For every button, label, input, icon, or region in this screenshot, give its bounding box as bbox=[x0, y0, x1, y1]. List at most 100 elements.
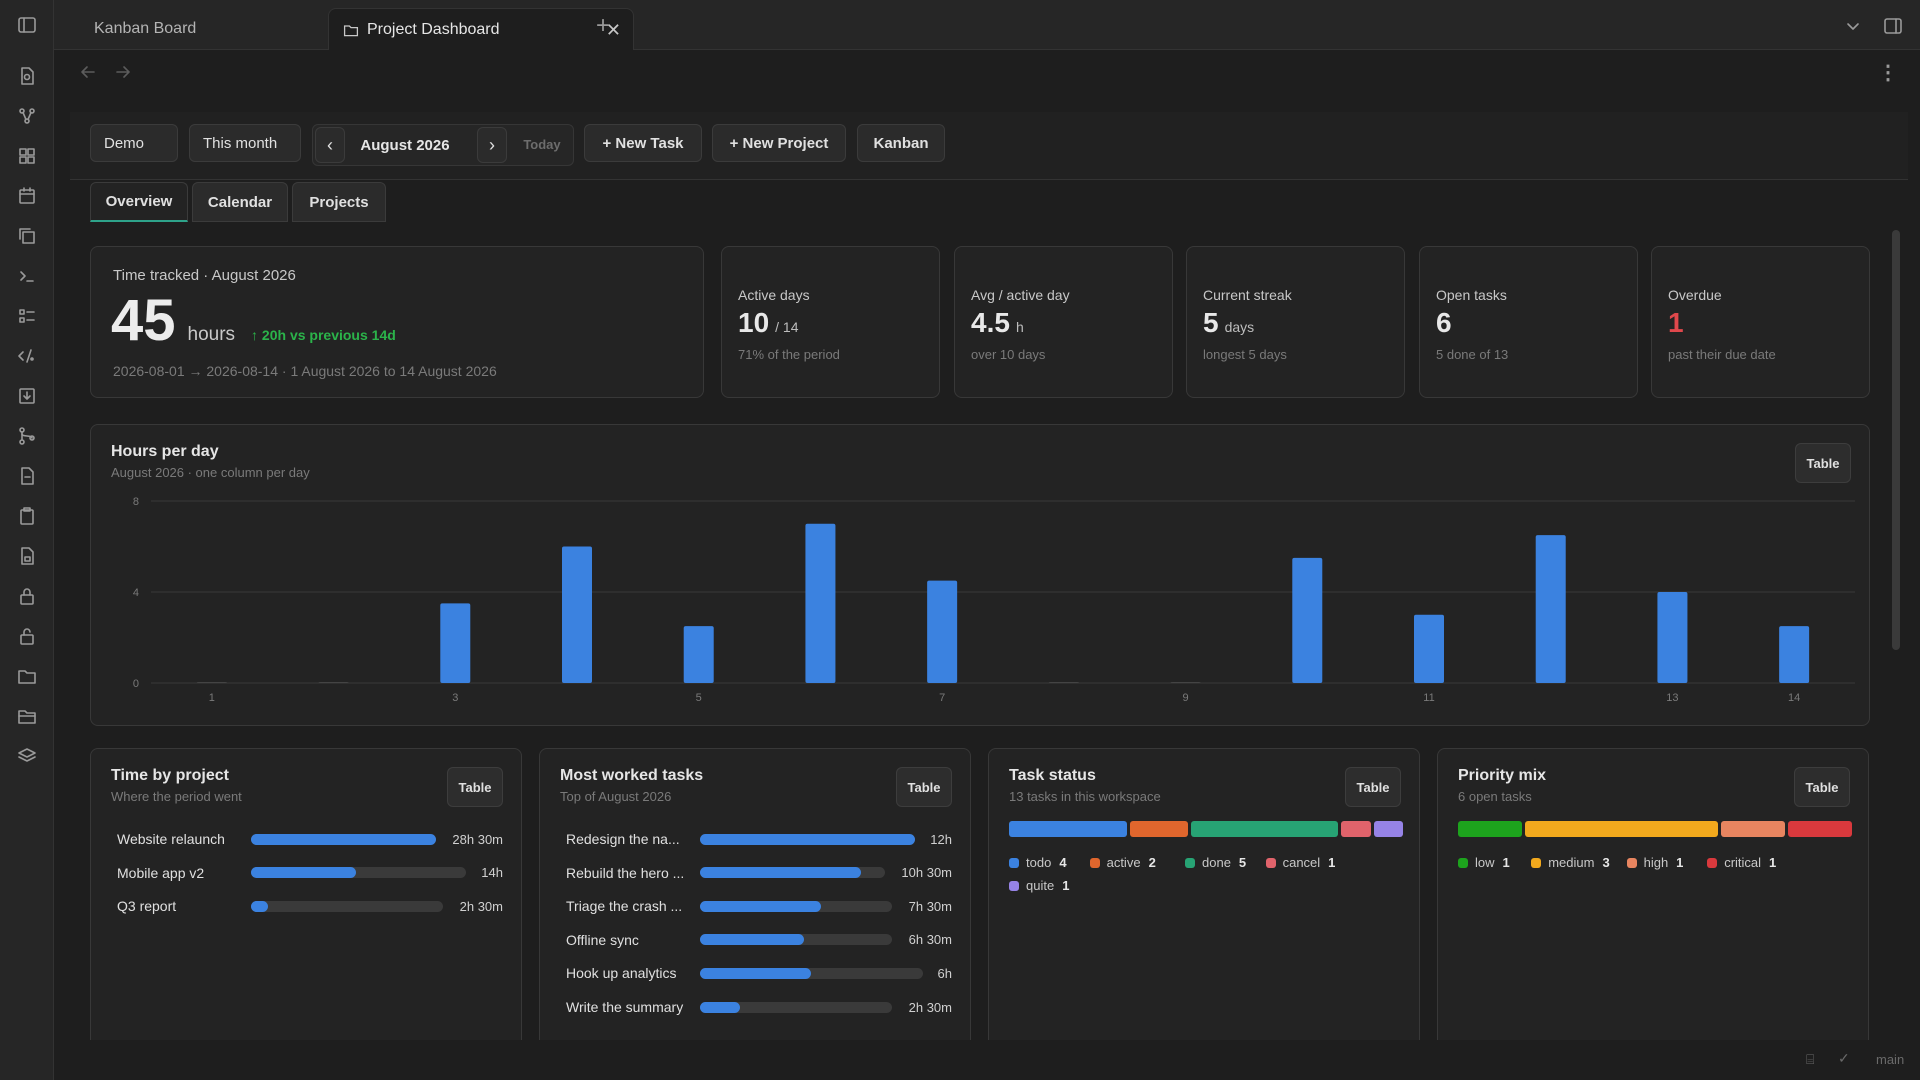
layers-icon[interactable] bbox=[14, 743, 40, 769]
x-tick-label: 1 bbox=[209, 692, 215, 704]
kpi-subtext: 71% of the period bbox=[738, 347, 840, 362]
lock-icon[interactable] bbox=[14, 583, 40, 609]
range-select[interactable]: This month bbox=[189, 124, 301, 162]
kpi-value: 4.5 bbox=[971, 307, 1010, 338]
new-task-button[interactable]: + New Task bbox=[584, 124, 702, 162]
nav-row: ⋮ bbox=[54, 50, 1920, 96]
kpi-value-row: 4.5 h bbox=[971, 307, 1024, 339]
bar[interactable] bbox=[1657, 592, 1688, 683]
bar-row[interactable]: Mobile app v2 14h bbox=[111, 863, 503, 883]
stack-segment[interactable] bbox=[1525, 821, 1718, 837]
bar-label: Mobile app v2 bbox=[117, 864, 205, 881]
bar-row[interactable]: Redesign the na... 12h bbox=[560, 829, 952, 849]
prev-month-button[interactable]: ‹ bbox=[315, 127, 345, 163]
most-worked-table-button[interactable]: Table bbox=[896, 767, 952, 807]
bar[interactable] bbox=[1292, 557, 1323, 683]
tab-project-dashboard[interactable]: Project Dashboard ✕ bbox=[328, 8, 634, 50]
stack-segment[interactable] bbox=[1129, 821, 1189, 837]
task-status-card: Task status 13 tasks in this workspace T… bbox=[988, 748, 1420, 1040]
terminal-icon[interactable] bbox=[14, 263, 40, 289]
back-arrow-icon[interactable] bbox=[76, 60, 100, 84]
bar-row[interactable]: Triage the crash ... 7h 30m bbox=[560, 896, 952, 916]
code-icon[interactable] bbox=[14, 343, 40, 369]
bar[interactable] bbox=[805, 523, 836, 683]
close-icon[interactable]: ✕ bbox=[605, 20, 621, 40]
bar-row[interactable]: Hook up analytics 6h bbox=[560, 963, 952, 983]
scrollbar[interactable] bbox=[1892, 230, 1900, 650]
dashboard-content: Demo This month ‹ August 2026 › Today + … bbox=[70, 96, 1908, 1040]
bar-row[interactable]: Write the summary 2h 30m bbox=[560, 997, 952, 1017]
bar[interactable] bbox=[196, 682, 227, 683]
bar-row[interactable]: Rebuild the hero ... 10h 30m bbox=[560, 863, 952, 883]
hours-chart-title: Hours per day bbox=[111, 443, 219, 460]
clipboard-icon[interactable] bbox=[14, 503, 40, 529]
bar-row[interactable]: Website relaunch 28h 30m bbox=[111, 829, 503, 849]
bar-row[interactable]: Offline sync 6h 30m bbox=[560, 930, 952, 950]
bar[interactable] bbox=[1414, 614, 1444, 683]
stack-segment[interactable] bbox=[1341, 821, 1371, 837]
tab-projects[interactable]: Projects bbox=[292, 182, 386, 222]
stack-segment[interactable] bbox=[1373, 821, 1403, 837]
calendar-icon[interactable] bbox=[14, 183, 40, 209]
folder-open-icon[interactable] bbox=[14, 663, 40, 689]
bar[interactable] bbox=[927, 580, 958, 683]
stack-segment[interactable] bbox=[1191, 821, 1339, 837]
today-button[interactable]: Today bbox=[523, 137, 561, 152]
git-icon[interactable] bbox=[14, 423, 40, 449]
tab-calendar[interactable]: Calendar bbox=[192, 182, 288, 222]
bar-row[interactable]: Q3 report 2h 30m bbox=[111, 896, 503, 916]
folder-icon[interactable] bbox=[14, 703, 40, 729]
right-sidebar-toggle-icon[interactable] bbox=[1880, 13, 1906, 39]
graph-icon[interactable] bbox=[14, 103, 40, 129]
task-status-table-button[interactable]: Table bbox=[1345, 767, 1401, 807]
file-icon[interactable] bbox=[14, 463, 40, 489]
bar[interactable] bbox=[1048, 682, 1079, 683]
bar-track bbox=[251, 867, 467, 879]
bar[interactable] bbox=[1779, 626, 1810, 683]
kpi-card: Overdue 1 past their due date bbox=[1651, 246, 1870, 398]
new-tab-icon[interactable]: + bbox=[595, 12, 610, 39]
list-icon[interactable] bbox=[14, 303, 40, 329]
priority-mix-table-button[interactable]: Table bbox=[1794, 767, 1850, 807]
bar[interactable] bbox=[1170, 682, 1201, 683]
legend-swatch bbox=[1458, 857, 1468, 868]
stack-segment[interactable] bbox=[1458, 821, 1523, 837]
chevron-down-icon[interactable] bbox=[1840, 13, 1866, 39]
stack-segment[interactable] bbox=[1720, 821, 1785, 837]
bar[interactable] bbox=[1535, 535, 1566, 683]
bar-label: Triage the crash ... bbox=[566, 898, 683, 915]
tab-kanban-board[interactable]: Kanban Board bbox=[80, 8, 310, 50]
kpi-value: 6 bbox=[1436, 307, 1452, 338]
tab-bar: Kanban Board Project Dashboard ✕ + bbox=[54, 0, 1920, 50]
tab-overview[interactable]: Overview bbox=[90, 182, 188, 222]
y-tick-label: 4 bbox=[133, 587, 139, 599]
next-month-button[interactable]: › bbox=[477, 127, 507, 163]
dashboard-icon[interactable] bbox=[14, 143, 40, 169]
bar-fill bbox=[251, 867, 357, 879]
legend-item: active 2 bbox=[1089, 855, 1156, 870]
file-lock-icon[interactable] bbox=[14, 543, 40, 569]
sidebar-toggle-icon[interactable] bbox=[14, 12, 40, 38]
kpi-value: 1 bbox=[1668, 307, 1684, 338]
new-project-button[interactable]: + New Project bbox=[712, 124, 846, 162]
unlock-icon[interactable] bbox=[14, 623, 40, 649]
forward-arrow-icon[interactable] bbox=[111, 60, 135, 84]
bar[interactable] bbox=[562, 546, 592, 684]
workspace-select[interactable]: Demo bbox=[90, 124, 178, 162]
stack-segment[interactable] bbox=[1009, 821, 1127, 837]
copy-icon[interactable] bbox=[14, 223, 40, 249]
kanban-button[interactable]: Kanban bbox=[857, 124, 945, 162]
import-icon[interactable] bbox=[14, 383, 40, 409]
hours-table-button[interactable]: Table bbox=[1795, 443, 1851, 483]
bar-label: Hook up analytics bbox=[566, 965, 677, 982]
bar[interactable] bbox=[683, 626, 714, 683]
time-by-project-table-button[interactable]: Table bbox=[447, 767, 503, 807]
stack-segment[interactable] bbox=[1787, 821, 1852, 837]
file-search-icon[interactable] bbox=[14, 63, 40, 89]
more-options-icon[interactable]: ⋮ bbox=[1878, 61, 1898, 84]
bar[interactable] bbox=[440, 603, 471, 683]
sync-icon[interactable]: ⌸ bbox=[1806, 1051, 1815, 1067]
bar[interactable] bbox=[318, 682, 349, 683]
task-status-subtitle: 13 tasks in this workspace bbox=[1009, 789, 1161, 804]
y-tick-label: 8 bbox=[133, 496, 139, 508]
